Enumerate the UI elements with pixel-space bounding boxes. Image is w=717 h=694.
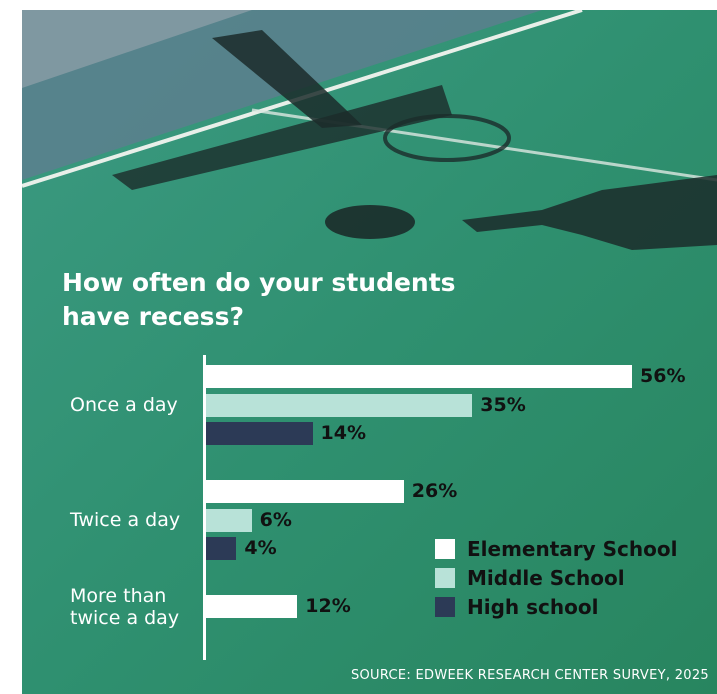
value-label-elementary-2: 12%: [305, 595, 351, 617]
category-label-1: Twice a day: [70, 509, 181, 531]
chart-canvas: How often do your students have recess? …: [22, 10, 717, 694]
bar-middle-1: [206, 508, 252, 532]
value-label-middle-1: 6%: [259, 508, 292, 531]
legend-label-middle: Middle School: [467, 566, 625, 590]
legend-label-elementary: Elementary School: [467, 537, 678, 561]
category-label-2: More than twice a day: [70, 584, 180, 629]
value-label-middle-0: 35%: [480, 393, 526, 416]
y-axis-line: [203, 355, 206, 660]
bar-middle-0: [206, 393, 473, 417]
legend-swatch-elementary: [435, 539, 455, 559]
legend-label-high: High school: [467, 595, 599, 619]
bar-high-0: [206, 422, 313, 445]
legend-swatch-high: [435, 597, 455, 617]
source-note: SOURCE: EDWEEK RESEARCH CENTER SURVEY, 2…: [350, 668, 709, 683]
value-label-elementary-1: 26%: [411, 480, 458, 502]
chart-title: How often do your students have recess?: [62, 268, 456, 331]
bar-elementary-2: [206, 595, 298, 618]
value-label-elementary-0: 56%: [640, 365, 686, 387]
basketball-court-background: [22, 10, 717, 694]
bar-high-1: [206, 537, 237, 560]
legend-swatch-middle: [435, 568, 455, 588]
bar-elementary-0: [206, 365, 632, 388]
value-label-high-0: 14%: [320, 422, 366, 444]
value-label-high-1: 4%: [244, 537, 277, 559]
bar-elementary-1: [206, 480, 404, 503]
category-label-0: Once a day: [70, 394, 178, 416]
